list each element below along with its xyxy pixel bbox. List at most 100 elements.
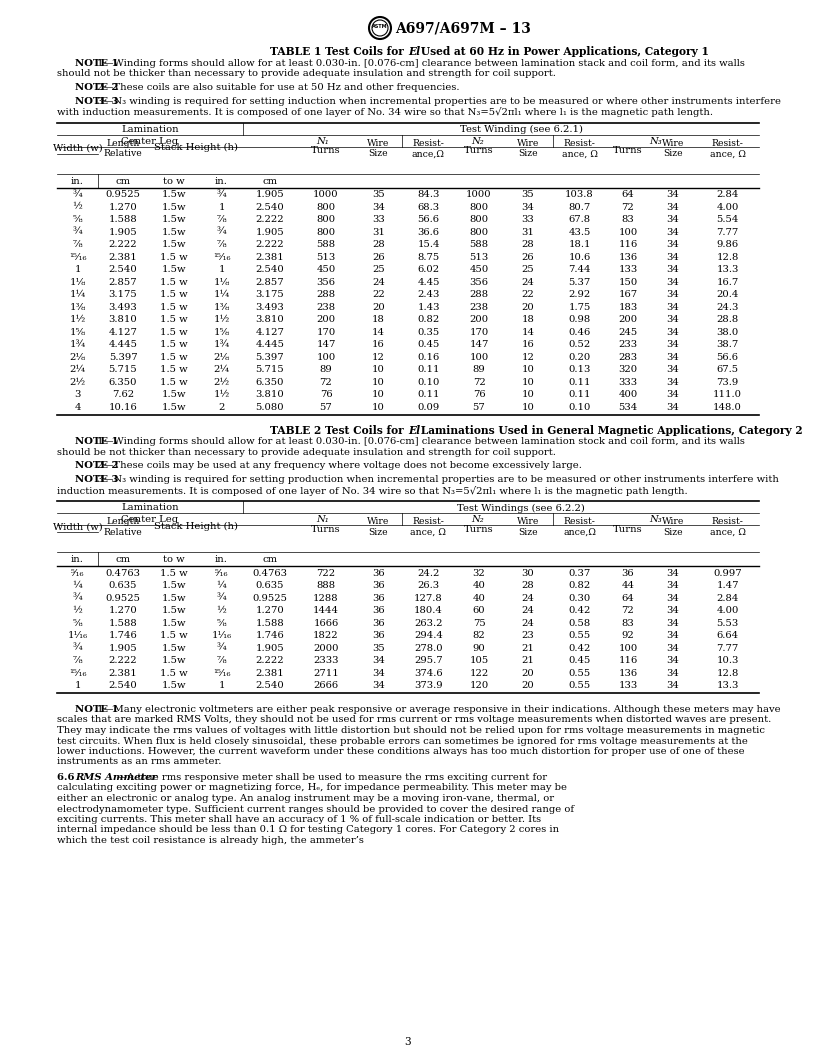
Text: 1.5w: 1.5w: [162, 265, 186, 275]
Text: ¾: ¾: [216, 190, 226, 200]
Text: 2666: 2666: [313, 681, 339, 691]
Text: 1¹⁄₁₆: 1¹⁄₁₆: [211, 631, 232, 640]
Text: 0.37: 0.37: [569, 569, 591, 578]
Text: 0.55: 0.55: [569, 668, 591, 678]
Text: 38.0: 38.0: [716, 327, 738, 337]
Text: 34: 34: [372, 681, 385, 691]
Text: 136: 136: [619, 252, 637, 262]
Text: ½: ½: [73, 203, 82, 212]
Text: 22: 22: [372, 290, 385, 299]
Text: 534: 534: [619, 402, 637, 412]
Text: 1.75: 1.75: [568, 303, 591, 312]
Text: 2.222: 2.222: [255, 215, 284, 224]
Text: ⅝: ⅝: [73, 619, 82, 627]
Text: ¼: ¼: [216, 581, 226, 590]
Text: 5.715: 5.715: [255, 365, 284, 374]
Text: 1½: 1½: [213, 391, 229, 399]
Text: 0.11: 0.11: [417, 391, 440, 399]
Text: 288: 288: [317, 290, 335, 299]
Text: Turns: Turns: [613, 525, 643, 533]
Text: ⁵⁄₁₆: ⁵⁄₁₆: [215, 569, 228, 578]
Text: 1.5w: 1.5w: [162, 190, 186, 200]
Text: 33: 33: [372, 215, 385, 224]
Text: 0.45: 0.45: [568, 656, 591, 665]
Text: test circuits. When flux is held closely sinusoidal, these probable errors can s: test circuits. When flux is held closely…: [57, 736, 748, 746]
Text: 64: 64: [622, 593, 634, 603]
Text: 0.11: 0.11: [417, 365, 440, 374]
Text: 21: 21: [521, 656, 534, 665]
Text: 10: 10: [372, 365, 385, 374]
Text: 34: 34: [667, 668, 680, 678]
Text: 24: 24: [521, 278, 534, 287]
Text: 34: 34: [667, 402, 680, 412]
Text: ⅝: ⅝: [217, 619, 226, 627]
Text: 1.47: 1.47: [716, 581, 738, 590]
Text: 800: 800: [317, 228, 335, 237]
Text: 14: 14: [521, 327, 534, 337]
Text: 68.3: 68.3: [418, 203, 440, 212]
Text: 36: 36: [372, 606, 385, 616]
Text: 3—N₃ winding is required for setting induction when incremental properties are t: 3—N₃ winding is required for setting ind…: [97, 96, 782, 106]
Text: 2—These coils are also suitable for use at 50 Hz and other frequencies.: 2—These coils are also suitable for use …: [97, 83, 460, 92]
Text: 2.381: 2.381: [255, 668, 284, 678]
Text: 10: 10: [372, 391, 385, 399]
Text: 1.5 w: 1.5 w: [160, 278, 188, 287]
Text: 5.397: 5.397: [255, 353, 284, 362]
Text: 0.82: 0.82: [417, 316, 440, 324]
Text: 1.905: 1.905: [109, 228, 137, 237]
Text: 1.588: 1.588: [255, 619, 284, 627]
Text: 34: 34: [372, 203, 385, 212]
Text: 32: 32: [472, 569, 486, 578]
Text: 1: 1: [218, 265, 224, 275]
Text: N₂: N₂: [471, 515, 484, 525]
Text: 1¾: 1¾: [69, 340, 86, 350]
Text: cm: cm: [115, 177, 131, 186]
Text: 34: 34: [372, 668, 385, 678]
Text: 34: 34: [667, 569, 680, 578]
Text: 1.5w: 1.5w: [162, 656, 186, 665]
Text: 1288: 1288: [313, 593, 339, 603]
Text: lower inductions. However, the current waveform under these conditions always ha: lower inductions. However, the current w…: [57, 747, 745, 756]
Text: calculating exciting power or magnetizing force, Hₑ, for impedance permeability.: calculating exciting power or magnetizin…: [57, 784, 567, 792]
Text: 60: 60: [472, 606, 486, 616]
Text: Used at 60 Hz in Power Applications, Category 1: Used at 60 Hz in Power Applications, Cat…: [417, 46, 709, 57]
Text: 8.75: 8.75: [417, 252, 440, 262]
Text: 28: 28: [372, 241, 385, 249]
Text: 147: 147: [317, 340, 335, 350]
Text: 72: 72: [622, 203, 634, 212]
Text: 76: 76: [320, 391, 332, 399]
Text: 1¾: 1¾: [213, 340, 229, 350]
Text: instruments as an rms ammeter.: instruments as an rms ammeter.: [57, 757, 221, 767]
Text: 1.5w: 1.5w: [162, 203, 186, 212]
Text: Resist-
ance, Ω: Resist- ance, Ω: [410, 517, 446, 536]
Text: 133: 133: [619, 681, 637, 691]
Text: 64: 64: [622, 190, 634, 200]
Text: 170: 170: [317, 327, 335, 337]
Text: 1¼: 1¼: [69, 290, 86, 299]
Text: 6.6: 6.6: [57, 773, 85, 782]
Text: 10.16: 10.16: [109, 402, 137, 412]
Text: 127.8: 127.8: [415, 593, 443, 603]
Text: 72: 72: [472, 378, 486, 386]
Text: 13.3: 13.3: [716, 265, 738, 275]
Text: 9.86: 9.86: [716, 241, 738, 249]
Text: 2.540: 2.540: [109, 265, 137, 275]
Text: Lamination: Lamination: [122, 125, 179, 134]
Text: 4.445: 4.445: [109, 340, 138, 350]
Text: to w: to w: [163, 555, 184, 565]
Text: 83: 83: [622, 619, 634, 627]
Text: 0.82: 0.82: [569, 581, 591, 590]
Text: 1.905: 1.905: [109, 644, 137, 653]
Text: 57: 57: [472, 402, 486, 412]
Text: 3.175: 3.175: [255, 290, 284, 299]
Text: Test Windings (see 6.2.2): Test Windings (see 6.2.2): [457, 504, 585, 512]
Text: 1.5 w: 1.5 w: [160, 353, 188, 362]
Text: should be not thicker than necessary to provide adequate insulation and strength: should be not thicker than necessary to …: [57, 448, 556, 457]
Text: 588: 588: [317, 241, 335, 249]
Text: 20: 20: [372, 303, 385, 312]
Text: 2.92: 2.92: [569, 290, 591, 299]
Text: 200: 200: [619, 316, 637, 324]
Text: 72: 72: [622, 606, 634, 616]
Text: 2.222: 2.222: [109, 656, 137, 665]
Text: 15.4: 15.4: [417, 241, 440, 249]
